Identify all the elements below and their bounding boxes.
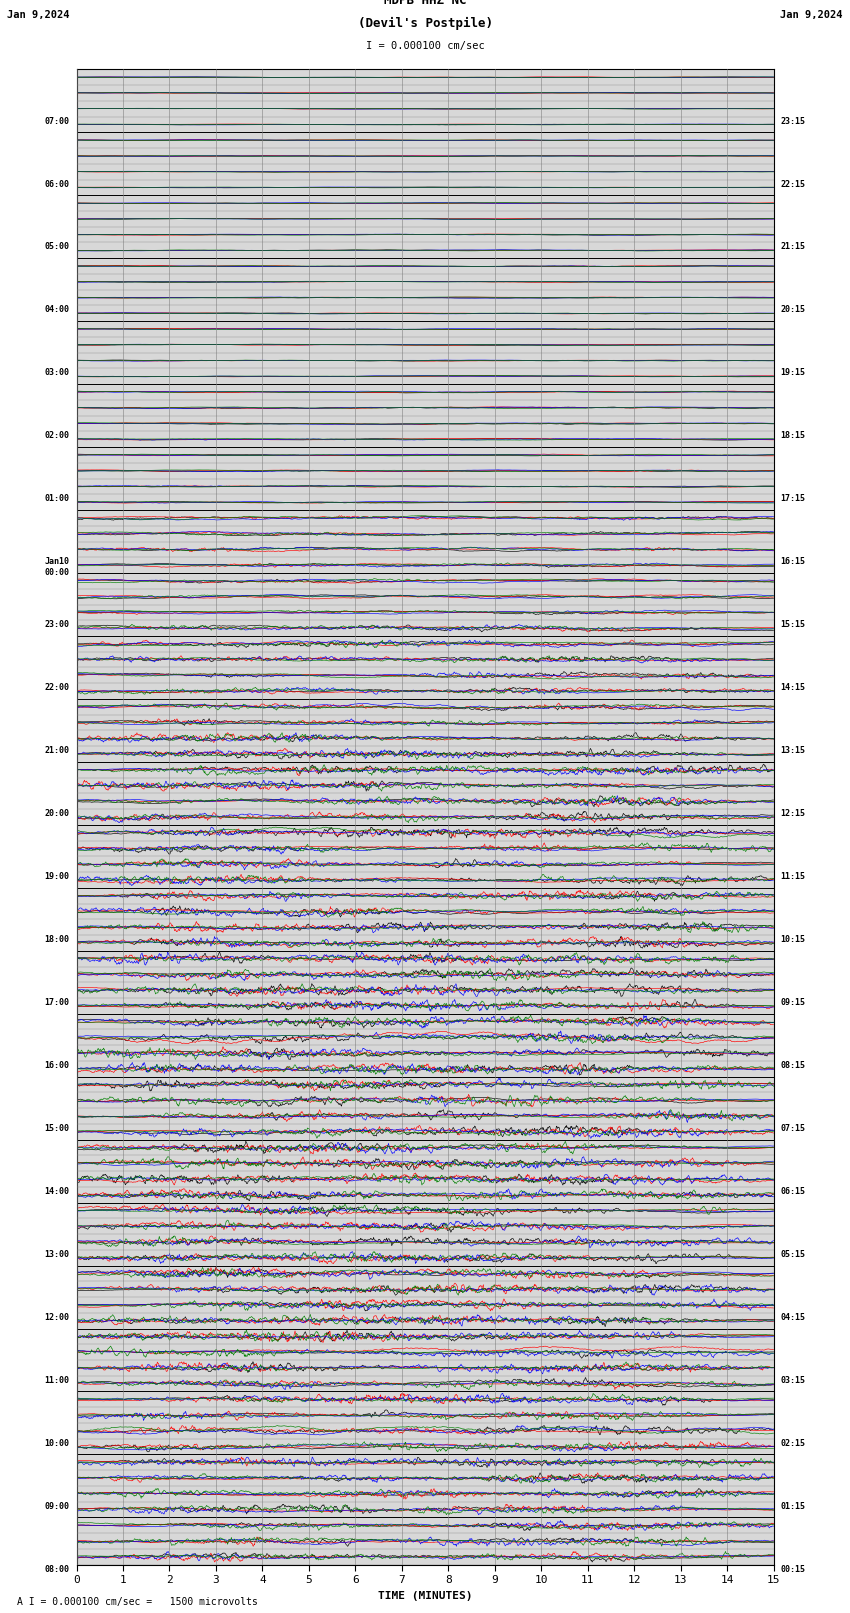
Text: 06:00: 06:00 <box>44 179 70 189</box>
Text: 04:00: 04:00 <box>44 305 70 315</box>
Text: 07:15: 07:15 <box>780 1124 806 1132</box>
Text: 17:00: 17:00 <box>44 998 70 1007</box>
Text: 15:15: 15:15 <box>780 621 806 629</box>
Text: 15:00: 15:00 <box>44 1124 70 1132</box>
Text: 13:15: 13:15 <box>780 747 806 755</box>
Text: 01:00: 01:00 <box>44 494 70 503</box>
Text: Jan 9,2024: Jan 9,2024 <box>780 10 843 19</box>
Text: 22:00: 22:00 <box>44 684 70 692</box>
Text: 13:00: 13:00 <box>44 1250 70 1258</box>
Text: 11:15: 11:15 <box>780 873 806 881</box>
Text: 20:00: 20:00 <box>44 810 70 818</box>
Text: Jan 9,2024: Jan 9,2024 <box>7 10 70 19</box>
Text: 02:00: 02:00 <box>44 431 70 440</box>
Text: (Devil's Postpile): (Devil's Postpile) <box>358 18 492 31</box>
Text: 09:00: 09:00 <box>44 1502 70 1511</box>
Text: 05:00: 05:00 <box>44 242 70 252</box>
Text: 10:15: 10:15 <box>780 936 806 944</box>
Text: 08:15: 08:15 <box>780 1061 806 1069</box>
Text: 22:15: 22:15 <box>780 179 806 189</box>
Text: 06:15: 06:15 <box>780 1187 806 1195</box>
Text: 21:00: 21:00 <box>44 747 70 755</box>
Text: 23:15: 23:15 <box>780 116 806 126</box>
Text: 11:00: 11:00 <box>44 1376 70 1384</box>
Text: I = 0.000100 cm/sec: I = 0.000100 cm/sec <box>366 42 484 52</box>
Text: 21:15: 21:15 <box>780 242 806 252</box>
Text: 09:15: 09:15 <box>780 998 806 1007</box>
Text: 20:15: 20:15 <box>780 305 806 315</box>
Text: 05:15: 05:15 <box>780 1250 806 1258</box>
Text: 23:00: 23:00 <box>44 621 70 629</box>
Text: 18:00: 18:00 <box>44 936 70 944</box>
Text: 07:00: 07:00 <box>44 116 70 126</box>
Text: 01:15: 01:15 <box>780 1502 806 1511</box>
Text: 18:15: 18:15 <box>780 431 806 440</box>
Text: 19:15: 19:15 <box>780 368 806 377</box>
X-axis label: TIME (MINUTES): TIME (MINUTES) <box>377 1590 473 1600</box>
Text: 14:15: 14:15 <box>780 684 806 692</box>
Text: 16:00: 16:00 <box>44 1061 70 1069</box>
Text: 19:00: 19:00 <box>44 873 70 881</box>
Text: 03:15: 03:15 <box>780 1376 806 1384</box>
Text: Jan10
00:00: Jan10 00:00 <box>44 556 70 577</box>
Text: 12:00: 12:00 <box>44 1313 70 1321</box>
Text: MDPB HHZ NC: MDPB HHZ NC <box>383 0 467 6</box>
Text: 08:00: 08:00 <box>44 1565 70 1574</box>
Text: 12:15: 12:15 <box>780 810 806 818</box>
Text: 03:00: 03:00 <box>44 368 70 377</box>
Text: 02:15: 02:15 <box>780 1439 806 1448</box>
Text: 16:15: 16:15 <box>780 556 806 566</box>
Text: A I = 0.000100 cm/sec =   1500 microvolts: A I = 0.000100 cm/sec = 1500 microvolts <box>17 1597 258 1607</box>
Text: 04:15: 04:15 <box>780 1313 806 1321</box>
Text: 14:00: 14:00 <box>44 1187 70 1195</box>
Text: 17:15: 17:15 <box>780 494 806 503</box>
Text: 00:15: 00:15 <box>780 1565 806 1574</box>
Text: 10:00: 10:00 <box>44 1439 70 1448</box>
